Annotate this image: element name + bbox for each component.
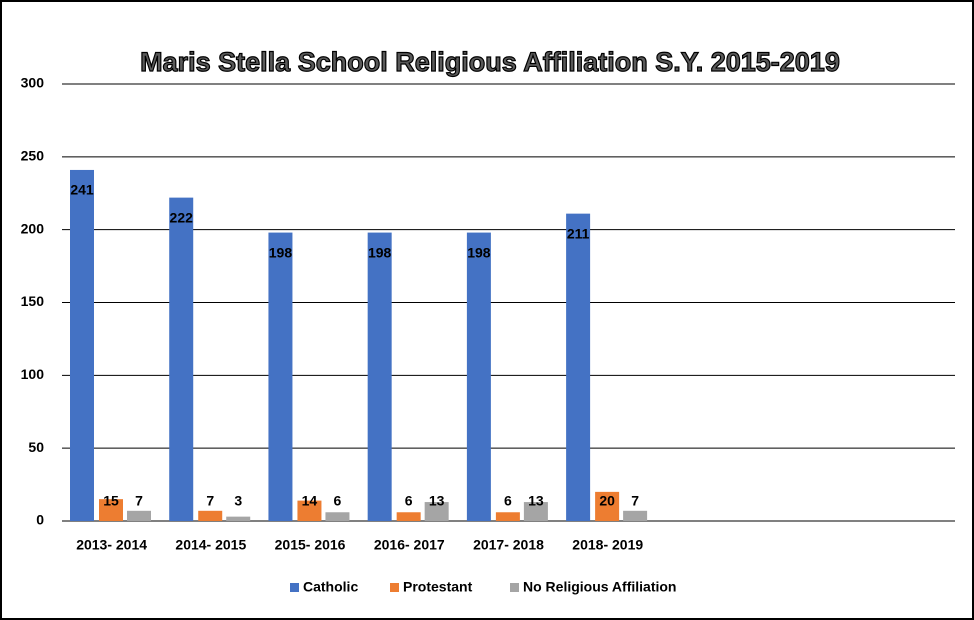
data-label: 211: [567, 225, 590, 241]
y-tick-label: 50: [28, 439, 44, 455]
bar: [268, 232, 293, 521]
data-label: 3: [234, 493, 242, 509]
bar: [396, 512, 421, 521]
bar: [70, 169, 94, 521]
data-label: 7: [206, 493, 214, 509]
x-tick-label: 2014- 2015: [175, 537, 246, 553]
bar: [367, 232, 392, 521]
data-label: 20: [599, 493, 615, 509]
data-label: 13: [528, 493, 544, 509]
data-label: 222: [170, 209, 194, 225]
bar: [297, 500, 322, 521]
data-label: 6: [334, 493, 342, 509]
bar: [99, 499, 123, 521]
y-tick-label: 100: [21, 366, 45, 382]
data-label: 15: [103, 493, 119, 509]
bar: [523, 502, 548, 521]
y-tick-label: 200: [21, 220, 45, 236]
bar: [325, 512, 350, 521]
data-label: 198: [368, 244, 392, 260]
data-label: 7: [135, 493, 143, 509]
legend-swatch: [390, 583, 399, 592]
bar: [566, 213, 591, 522]
y-tick-label: 150: [21, 293, 45, 309]
x-tick-label: 2015- 2016: [275, 537, 346, 553]
legend-swatch: [290, 583, 299, 592]
chart-title: Maris Stella School Religious Affiliatio…: [140, 47, 840, 77]
bar: [198, 510, 223, 521]
data-label: 241: [70, 182, 94, 198]
bar: [623, 510, 648, 521]
data-label: 7: [631, 493, 639, 509]
legend-label: Catholic: [303, 579, 358, 595]
data-label: 198: [467, 244, 491, 260]
bar: [466, 232, 491, 521]
data-label: 198: [269, 244, 293, 260]
y-tick-label: 300: [21, 75, 45, 91]
x-tick-label: 2017- 2018: [473, 537, 544, 553]
data-label: 6: [504, 493, 512, 509]
bar: [595, 491, 620, 521]
bar: [226, 516, 251, 521]
y-tick-label: 250: [21, 148, 45, 164]
legend-swatch: [510, 583, 519, 592]
x-tick-label: 2018- 2019: [572, 537, 643, 553]
bar: [127, 510, 151, 521]
y-tick-label: 0: [36, 512, 44, 528]
data-label: 14: [302, 493, 318, 509]
data-label: 6: [405, 493, 413, 509]
data-label: 13: [429, 493, 445, 509]
x-tick-label: 2013- 2014: [76, 537, 147, 553]
legend-label: Protestant: [403, 579, 473, 595]
legend-label: No Religious Affiliation: [523, 579, 676, 595]
bar: [169, 197, 194, 521]
bar: [424, 502, 449, 521]
x-tick-label: 2016- 2017: [374, 537, 445, 553]
bar: [495, 512, 520, 521]
